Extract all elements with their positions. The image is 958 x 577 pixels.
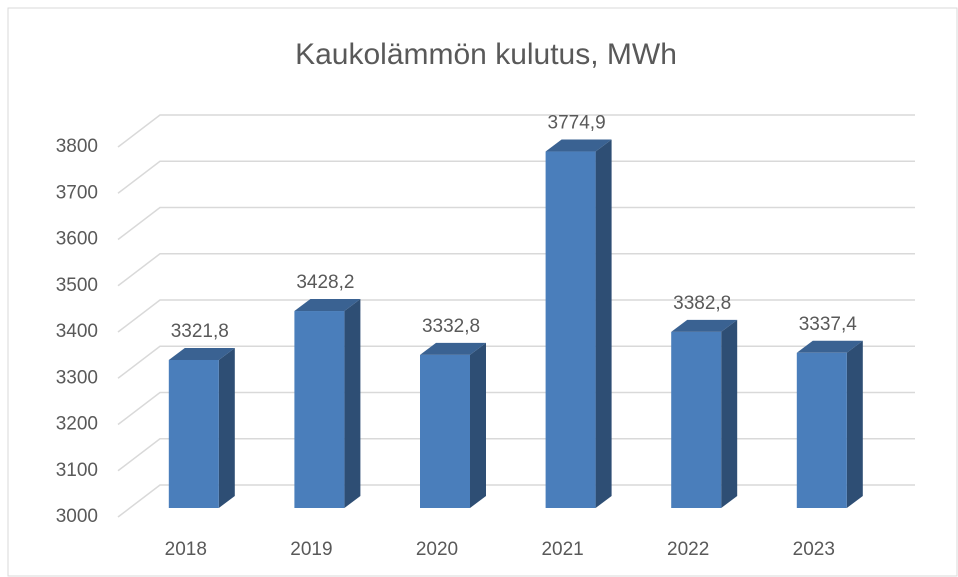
y-tick-label: 3400 [56, 321, 98, 342]
y-tick-label: 3700 [56, 182, 98, 203]
bar [168, 359, 219, 508]
y-tick-label: 3800 [56, 136, 98, 157]
y-tick-label: 3600 [56, 229, 98, 250]
y-tick-label: 3300 [56, 367, 98, 388]
data-label: 3332,8 [422, 316, 480, 337]
x-tick-label: 2018 [165, 539, 207, 560]
bar [671, 331, 722, 508]
data-label: 3428,2 [296, 272, 354, 293]
bar-side [721, 319, 738, 508]
bar-side [218, 347, 235, 508]
bar-side [846, 340, 863, 508]
x-tick-label: 2022 [667, 539, 709, 560]
grid-line [117, 438, 915, 472]
bar [294, 311, 345, 508]
bar-top [545, 139, 612, 152]
bar-top [420, 342, 486, 355]
data-label: 3774,9 [548, 113, 606, 134]
chart-title: Kaukolämmön kulutus, MWh [295, 38, 677, 71]
grid-line [117, 345, 915, 379]
grid-line [117, 299, 915, 333]
bar [420, 354, 470, 508]
y-tick-label: 3200 [56, 414, 98, 435]
grid-line [117, 160, 915, 194]
grid-line [117, 253, 915, 287]
bar-top [294, 299, 361, 312]
y-tick-label: 3100 [56, 460, 98, 481]
x-tick-label: 2020 [416, 539, 458, 560]
grid-line [117, 206, 915, 241]
y-tick-label: 3500 [56, 275, 98, 296]
bar-top [796, 340, 863, 353]
bar-side [595, 139, 612, 508]
data-label: 3382,8 [673, 293, 731, 314]
grid-line [117, 484, 915, 518]
x-tick-label: 2021 [541, 539, 583, 560]
x-tick-label: 2019 [290, 539, 332, 560]
bar-top [168, 347, 235, 360]
data-label: 3337,4 [799, 314, 858, 335]
bar-top [671, 319, 738, 332]
data-label: 3321,8 [171, 321, 229, 342]
y-tick-label: 3000 [56, 506, 98, 527]
bar [796, 352, 847, 508]
grid-line [117, 391, 915, 426]
bar [545, 151, 596, 508]
bar-side [470, 342, 486, 508]
bar-side [344, 299, 361, 508]
grid-line [117, 114, 915, 148]
x-tick-label: 2023 [793, 539, 835, 560]
